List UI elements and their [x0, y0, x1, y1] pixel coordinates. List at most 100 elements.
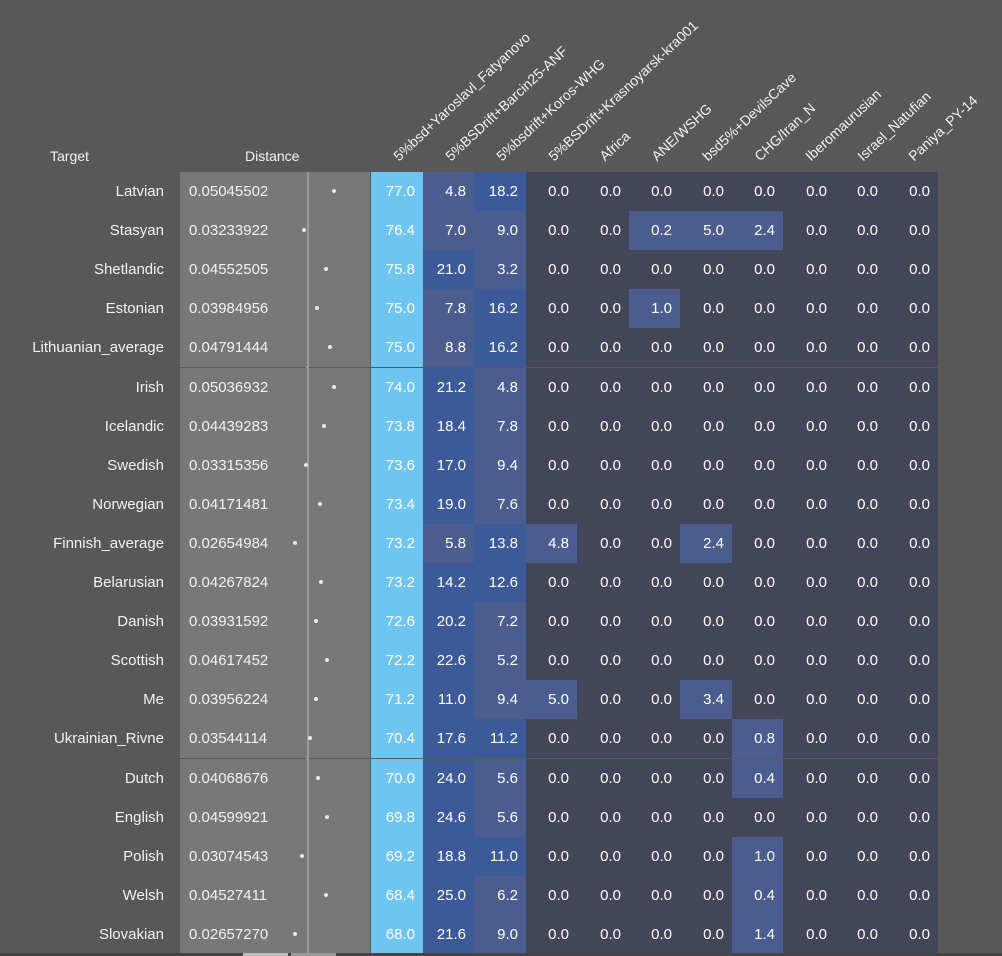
- value-cell: 0.0: [732, 485, 783, 524]
- header-target: Target: [50, 148, 89, 164]
- column-header: Africa: [596, 127, 634, 164]
- value-cell: 0.0: [526, 289, 577, 328]
- value-cell: 0.0: [783, 798, 835, 837]
- distance-dot: [324, 893, 328, 897]
- distance-dot: [324, 267, 328, 271]
- value-cell: 0.0: [732, 641, 783, 680]
- target-label: Polish: [123, 848, 164, 865]
- target-label: Estonian: [105, 300, 164, 317]
- value-cell: 0.0: [526, 719, 577, 758]
- value-cell: 68.4: [371, 876, 423, 915]
- value-cell: 14.2: [423, 563, 474, 602]
- value-cell: 5.6: [474, 759, 526, 798]
- value-cell: 0.0: [680, 446, 732, 485]
- value-cell: 0.0: [886, 172, 938, 211]
- value-cell: 0.0: [629, 837, 680, 876]
- table-row: Lithuanian_average 0.04791444 75.0 8.8 16.2 0…: [0, 328, 1002, 367]
- distance-spark-cell: [309, 289, 370, 328]
- footer-button-2[interactable]: [291, 953, 336, 956]
- target-label: Dutch: [124, 770, 164, 787]
- table-row: Welsh 0.04527411 68.4 25.0 6.2 0.0 0.0 0.0 0.0 0.…: [0, 876, 1002, 915]
- value-cell: 0.0: [732, 563, 783, 602]
- value-cell: 0.0: [526, 485, 577, 524]
- value-cell: 0.0: [526, 211, 577, 250]
- value-cell: 0.0: [526, 915, 577, 954]
- value-cell: 5.2: [474, 641, 526, 680]
- distance-cell: 0.04267824: [180, 563, 307, 602]
- value-cell: 12.6: [474, 563, 526, 602]
- value-cell: 3.4: [680, 680, 732, 719]
- value-cell: 0.0: [783, 368, 835, 407]
- value-cell: 6.2: [474, 876, 526, 915]
- distance-value: 0.04599921: [189, 809, 269, 826]
- value-cell: 0.0: [835, 876, 886, 915]
- value-cell: 0.0: [835, 172, 886, 211]
- value-cell: 0.0: [732, 407, 783, 446]
- value-cell: 74.0: [371, 368, 423, 407]
- value-cell: 0.0: [886, 837, 938, 876]
- value-cell: 7.8: [474, 407, 526, 446]
- distance-value: 0.02654984: [189, 535, 269, 552]
- value-cell: 0.0: [577, 680, 629, 719]
- value-cell: 0.0: [680, 250, 732, 289]
- value-cell: 0.0: [680, 602, 732, 641]
- distance-spark-cell: [293, 915, 370, 954]
- distance-dot: [293, 541, 297, 545]
- value-cell: 0.0: [629, 641, 680, 680]
- distance-dot: [328, 345, 332, 349]
- distance-cell: 0.04527411: [180, 876, 307, 915]
- value-cell: 0.0: [783, 641, 835, 680]
- distance-spark-cell: [309, 368, 370, 407]
- table-row: Norwegian 0.04171481 73.4 19.0 7.6 0.0 0.0 0.0 0…: [0, 485, 1002, 524]
- value-cell: 0.0: [629, 915, 680, 954]
- footer-button-1[interactable]: [243, 953, 288, 956]
- value-cell: 0.0: [680, 328, 732, 367]
- value-cell: 0.0: [886, 680, 938, 719]
- distance-value: 0.04267824: [189, 574, 269, 591]
- value-cell: 0.0: [783, 680, 835, 719]
- distance-cell: 0.03233922: [180, 211, 307, 250]
- value-cell: 0.0: [835, 446, 886, 485]
- distance-spark-cell: [309, 680, 370, 719]
- distance-value: 0.04527411: [189, 887, 268, 904]
- value-cell: 18.4: [423, 407, 474, 446]
- value-cell: 0.0: [526, 641, 577, 680]
- distance-value: 0.04171481: [189, 496, 269, 513]
- value-cell: 7.8: [423, 289, 474, 328]
- value-cell: 0.0: [886, 798, 938, 837]
- value-cell: 9.0: [474, 915, 526, 954]
- value-cell: 0.0: [629, 172, 680, 211]
- table-row: Me 0.03956224 71.2 11.0 9.4 5.0 0.0 0.0 3.4 0.0 0.…: [0, 680, 1002, 719]
- value-cell: 0.0: [526, 759, 577, 798]
- value-cell: 0.0: [577, 485, 629, 524]
- table-row: Icelandic 0.04439283 73.8 18.4 7.8 0.0 0.0 0.0 0…: [0, 407, 1002, 446]
- distance-dot: [322, 424, 326, 428]
- value-cell: 0.0: [835, 250, 886, 289]
- value-cell: 0.0: [886, 289, 938, 328]
- value-cell: 0.0: [680, 563, 732, 602]
- value-cell: 7.6: [474, 485, 526, 524]
- value-cell: 75.0: [371, 289, 423, 328]
- value-cell: 8.8: [423, 328, 474, 367]
- target-label: Slovakian: [98, 926, 164, 943]
- value-cell: 0.0: [886, 915, 938, 954]
- table-row: Danish 0.03931592 72.6 20.2 7.2 0.0 0.0 0.0 0.0 0…: [0, 602, 1002, 641]
- target-label: Me: [143, 691, 164, 708]
- value-cell: 9.4: [474, 446, 526, 485]
- value-cell: 7.0: [423, 211, 474, 250]
- value-cell: 0.0: [577, 407, 629, 446]
- value-cell: 73.4: [371, 485, 423, 524]
- value-cell: 4.8: [474, 368, 526, 407]
- table-row: Ukrainian_Rivne 0.03544114 70.4 17.6 11.2 0.0…: [0, 719, 1002, 758]
- value-cell: 77.0: [371, 172, 423, 211]
- distance-cell: 0.04068676: [180, 759, 307, 798]
- distance-cell: 0.04552505: [180, 250, 307, 289]
- value-cell: 0.0: [783, 485, 835, 524]
- distance-spark-cell: [309, 798, 370, 837]
- value-cell: 2.4: [680, 524, 732, 563]
- distance-cell: 0.05036932: [180, 368, 307, 407]
- value-cell: 0.0: [629, 876, 680, 915]
- distance-spark-cell: [309, 485, 370, 524]
- value-cell: 0.0: [629, 485, 680, 524]
- target-label: Norwegian: [92, 496, 164, 513]
